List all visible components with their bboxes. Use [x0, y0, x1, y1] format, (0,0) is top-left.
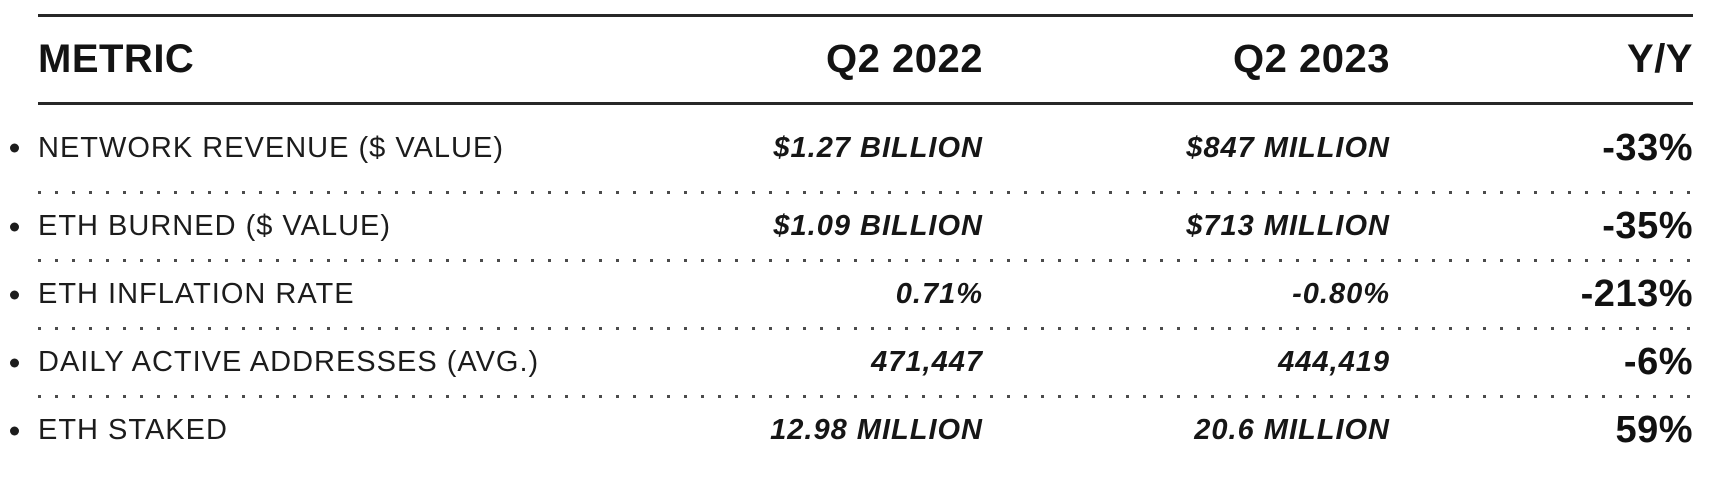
- bullet-icon: [10, 358, 19, 367]
- metric-cell: ETH STAKED: [10, 414, 583, 447]
- bullet-icon: [10, 426, 19, 435]
- metric-label: ETH INFLATION RATE: [38, 278, 355, 310]
- table-row: NETWORK REVENUE ($ VALUE) $1.27 BILLION …: [10, 105, 1693, 191]
- metrics-table: METRIC Q2 2022 Q2 2023 Y/Y NETWORK REVEN…: [10, 14, 1693, 463]
- column-header-metric: METRIC: [38, 37, 195, 81]
- metric-label: ETH BURNED ($ VALUE): [38, 210, 392, 242]
- yoy-cell: -6%: [1623, 341, 1693, 383]
- q2-2023-cell: 20.6 MILLION: [1194, 414, 1390, 446]
- metric-label: DAILY ACTIVE ADDRESSES (AVG.): [38, 346, 540, 378]
- metric-label: ETH STAKED: [38, 414, 228, 446]
- q2-2022-cell: $1.09 BILLION: [773, 210, 983, 242]
- q2-2023-cell: $713 MILLION: [1186, 210, 1390, 242]
- column-header-q2-2023: Q2 2023: [1233, 37, 1390, 81]
- row-separator: [38, 327, 1693, 330]
- table-row: ETH BURNED ($ VALUE) $1.09 BILLION $713 …: [10, 194, 1693, 259]
- yoy-cell: -213%: [1580, 273, 1693, 315]
- q2-2022-cell: $1.27 BILLION: [773, 131, 983, 164]
- yoy-cell: -35%: [1602, 205, 1693, 247]
- table-header-row: METRIC Q2 2022 Q2 2023 Y/Y: [38, 14, 1693, 105]
- bullet-icon: [10, 143, 19, 153]
- q2-2022-cell: 12.98 MILLION: [770, 414, 983, 446]
- metric-cell: DAILY ACTIVE ADDRESSES (AVG.): [10, 346, 583, 379]
- table-row: ETH STAKED 12.98 MILLION 20.6 MILLION 59…: [10, 398, 1693, 463]
- q2-2022-cell: 0.71%: [895, 278, 983, 310]
- column-header-q2-2022: Q2 2022: [826, 37, 983, 81]
- metric-cell: ETH INFLATION RATE: [10, 278, 583, 311]
- metric-label: NETWORK REVENUE ($ VALUE): [38, 131, 504, 164]
- metric-cell: NETWORK REVENUE ($ VALUE): [10, 131, 583, 165]
- bullet-icon: [10, 290, 19, 299]
- q2-2023-cell: 444,419: [1278, 346, 1390, 378]
- row-separator: [38, 191, 1693, 194]
- bullet-icon: [10, 222, 19, 231]
- q2-2023-cell: -0.80%: [1292, 278, 1390, 310]
- row-separator: [38, 259, 1693, 262]
- yoy-cell: 59%: [1615, 409, 1693, 451]
- row-separator: [38, 395, 1693, 398]
- column-header-yoy: Y/Y: [1627, 37, 1693, 81]
- metric-cell: ETH BURNED ($ VALUE): [10, 210, 583, 243]
- table-row: ETH INFLATION RATE 0.71% -0.80% -213%: [10, 262, 1693, 327]
- yoy-cell: -33%: [1602, 126, 1693, 169]
- q2-2022-cell: 471,447: [871, 346, 983, 378]
- table-row: DAILY ACTIVE ADDRESSES (AVG.) 471,447 44…: [10, 330, 1693, 395]
- q2-2023-cell: $847 MILLION: [1186, 131, 1390, 164]
